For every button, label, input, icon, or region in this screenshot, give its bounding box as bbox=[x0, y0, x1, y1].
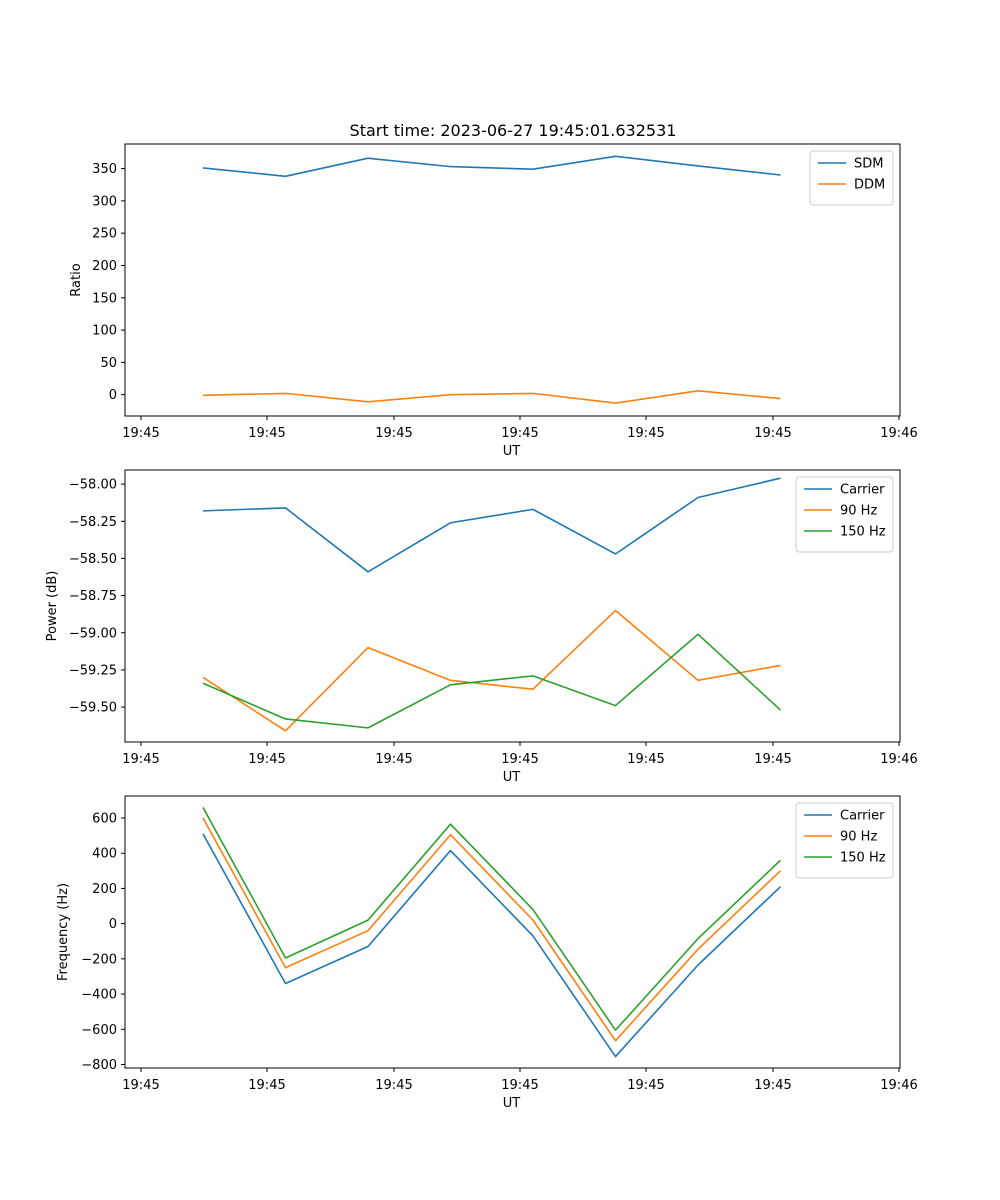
y-tick-label: −400 bbox=[81, 988, 117, 1003]
series-line-carrier bbox=[202, 477, 781, 573]
y-tick-label: 0 bbox=[109, 388, 117, 403]
y-tick-label: 200 bbox=[92, 259, 117, 274]
chart-panel-3: 19:45 19:45 19:45 19:45 19:45 19:45 19:46 UT 600… bbox=[56, 795, 918, 1111]
y-tick-label: 0 bbox=[109, 917, 117, 932]
y-tick-label: −59.00 bbox=[69, 626, 117, 641]
x-tick-label: 19:46 bbox=[880, 426, 917, 441]
x-tick-label: 19:45 bbox=[248, 426, 285, 441]
y-tick-label: 350 bbox=[92, 162, 117, 177]
x-tick-label: 19:45 bbox=[375, 426, 412, 441]
x-tick-label: 19:45 bbox=[627, 752, 664, 767]
x-tick-label: 19:45 bbox=[501, 426, 538, 441]
y-tick-label: −800 bbox=[81, 1058, 117, 1073]
y-tick-label: 400 bbox=[92, 847, 117, 862]
y-axis-label: Ratio bbox=[69, 263, 84, 296]
x-tick-label: 19:45 bbox=[754, 426, 791, 441]
x-tick-label: 19:45 bbox=[501, 1078, 538, 1093]
y-tick-label: −58.25 bbox=[69, 515, 117, 530]
series-line-150-hz bbox=[202, 633, 782, 729]
y-tick-label: 200 bbox=[92, 882, 117, 897]
series-line-90-hz bbox=[202, 609, 781, 732]
chart-panel-1: 19:45 19:45 19:45 19:45 19:45 19:45 19:46 UT 0 50… bbox=[69, 143, 918, 459]
y-tick-label: −58.75 bbox=[69, 589, 117, 604]
series-line-sdm bbox=[202, 155, 781, 178]
x-tick-label: 19:45 bbox=[501, 752, 538, 767]
x-tick-label: 19:46 bbox=[880, 1078, 917, 1093]
legend-box bbox=[795, 476, 894, 553]
series-line-ddm bbox=[202, 389, 781, 404]
legend-label: Carrier bbox=[840, 809, 885, 824]
y-tick-label: 100 bbox=[92, 324, 117, 339]
figure-title: Start time: 2023-06-27 19:45:01.632531 bbox=[350, 121, 677, 140]
x-axis-label: UT bbox=[503, 1096, 521, 1111]
legend-label: 90 Hz bbox=[840, 504, 877, 519]
y-tick-label: 50 bbox=[100, 356, 117, 371]
legend-label: DDM bbox=[854, 178, 885, 193]
legend-label: Carrier bbox=[840, 483, 885, 498]
y-tick-label: −59.50 bbox=[69, 701, 117, 716]
series-line-90-hz bbox=[202, 817, 782, 1042]
x-tick-label: 19:45 bbox=[122, 752, 159, 767]
chart-panel-2: 19:45 19:45 19:45 19:45 19:45 19:45 19:46 UT −58… bbox=[45, 469, 918, 785]
series-line-carrier bbox=[202, 833, 782, 1058]
x-tick-label: 19:45 bbox=[627, 426, 664, 441]
y-tick-label: 150 bbox=[92, 291, 117, 306]
x-tick-label: 19:45 bbox=[122, 426, 159, 441]
x-tick-label: 19:45 bbox=[375, 1078, 412, 1093]
legend-label: 90 Hz bbox=[840, 830, 877, 845]
y-tick-label: −200 bbox=[81, 952, 117, 967]
x-tick-label: 19:45 bbox=[754, 1078, 791, 1093]
y-tick-label: 250 bbox=[92, 227, 117, 242]
legend-label: 150 Hz bbox=[840, 525, 886, 540]
plot-frame bbox=[124, 795, 901, 1069]
legend: SDM DDM bbox=[809, 150, 894, 206]
legend: Carrier 90 Hz 150 Hz bbox=[795, 476, 894, 553]
y-axis-label: Power (dB) bbox=[45, 571, 60, 642]
y-tick-label: −600 bbox=[81, 1023, 117, 1038]
legend-box bbox=[795, 802, 894, 879]
x-tick-label: 19:45 bbox=[248, 1078, 285, 1093]
legend-label: SDM bbox=[854, 157, 883, 172]
x-tick-label: 19:45 bbox=[122, 1078, 159, 1093]
x-axis-label: UT bbox=[503, 770, 521, 785]
y-tick-label: −58.00 bbox=[69, 478, 117, 493]
series-line-150-hz bbox=[202, 807, 782, 1031]
y-tick-label: −59.25 bbox=[69, 663, 117, 678]
x-tick-label: 19:46 bbox=[880, 752, 917, 767]
x-tick-label: 19:45 bbox=[248, 752, 285, 767]
x-tick-label: 19:45 bbox=[754, 752, 791, 767]
y-tick-label: 300 bbox=[92, 194, 117, 209]
y-axis-label: Frequency (Hz) bbox=[56, 883, 71, 981]
plot-frame bbox=[124, 469, 901, 743]
legend: Carrier 90 Hz 150 Hz bbox=[795, 802, 894, 879]
legend-box bbox=[809, 150, 894, 206]
y-tick-label: −58.50 bbox=[69, 552, 117, 567]
x-tick-label: 19:45 bbox=[375, 752, 412, 767]
plot-frame bbox=[124, 143, 901, 417]
x-tick-label: 19:45 bbox=[627, 1078, 664, 1093]
charts-container: 19:45 19:45 19:45 19:45 19:45 19:45 19:46 UT 0 50… bbox=[45, 143, 918, 1111]
legend-label: 150 Hz bbox=[840, 851, 886, 866]
x-axis-label: UT bbox=[503, 444, 521, 459]
y-tick-label: 600 bbox=[92, 812, 117, 827]
